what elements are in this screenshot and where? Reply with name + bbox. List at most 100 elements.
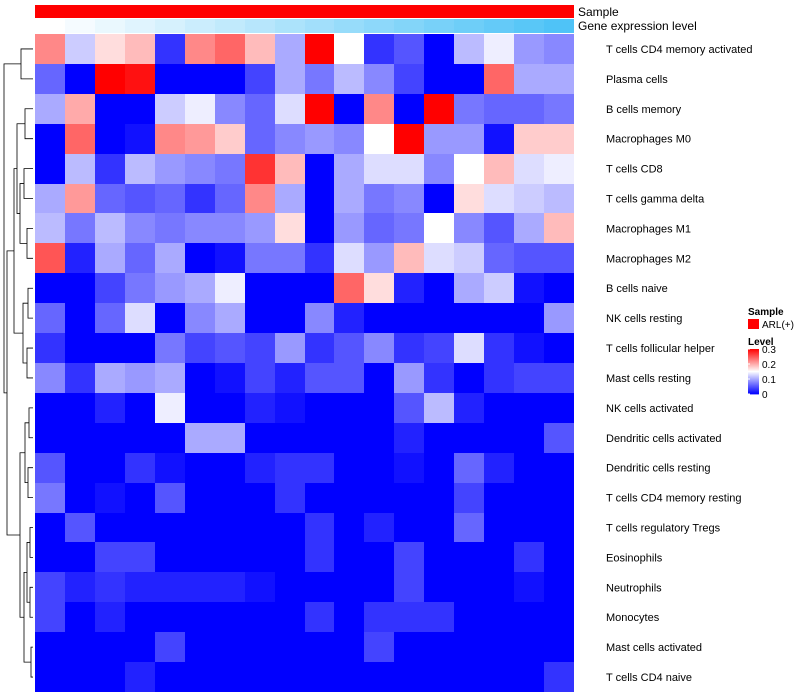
legend-gradient-step — [748, 354, 759, 356]
heatmap-cell — [275, 423, 305, 453]
heatmap-cell — [95, 273, 125, 303]
heatmap-cell — [305, 303, 334, 333]
legend-tick-label: 0.3 — [762, 345, 776, 356]
heatmap-cell — [215, 64, 245, 94]
heatmap-cell — [514, 572, 544, 602]
heatmap-cell — [35, 602, 65, 632]
heatmap-cell — [454, 34, 484, 64]
heatmap-cell — [215, 124, 245, 154]
legend-gradient-step — [748, 380, 759, 382]
heatmap-cell — [215, 94, 245, 124]
heatmap-cell — [95, 34, 125, 64]
heatmap-cell — [364, 303, 394, 333]
heatmap-cell — [245, 602, 275, 632]
heatmap-cell — [35, 184, 65, 213]
row-label: Neutrophils — [606, 582, 662, 594]
heatmap-cell — [544, 423, 574, 453]
heatmap-cell — [424, 453, 454, 483]
heatmap-cell — [305, 542, 334, 572]
dendrogram-branch — [6, 250, 20, 536]
heatmap-cell — [125, 453, 155, 483]
heatmap-cell — [544, 542, 574, 572]
heatmap-cell — [65, 124, 95, 154]
heatmap-cell — [65, 363, 95, 393]
heatmap-cell — [95, 602, 125, 632]
legend-gradient-step — [748, 352, 759, 354]
legend-gradient-step — [748, 387, 759, 389]
heatmap-cell — [35, 303, 65, 333]
row-label: T cells CD4 memory resting — [606, 493, 742, 505]
heatmap-cell — [394, 393, 424, 423]
heatmap-cell — [185, 154, 215, 184]
row-label: NK cells activated — [606, 403, 693, 415]
heatmap-cell — [65, 662, 95, 692]
heatmap-cell — [454, 393, 484, 423]
heatmap-cell — [364, 662, 394, 692]
heatmap-cell — [394, 64, 424, 94]
row-label: Plasma cells — [606, 74, 668, 86]
heatmap-cells — [35, 34, 574, 692]
heatmap-cell — [334, 154, 364, 184]
heatmap-cell — [484, 632, 514, 662]
heatmap-cell — [215, 243, 245, 273]
heatmap-cell — [215, 632, 245, 662]
heatmap-cell — [424, 34, 454, 64]
heatmap-cell — [65, 483, 95, 513]
heatmap-cell — [275, 632, 305, 662]
heatmap-cell — [514, 333, 544, 363]
heatmap-cell — [454, 363, 484, 393]
heatmap-cell — [125, 64, 155, 94]
heatmap-cell — [544, 513, 574, 542]
heatmap-cell — [424, 273, 454, 303]
heatmap-cell — [65, 303, 95, 333]
heatmap-cell — [155, 483, 185, 513]
heatmap-cell — [125, 34, 155, 64]
heatmap-cell — [155, 632, 185, 662]
heatmap-cell — [125, 303, 155, 333]
row-label: Macrophages M1 — [606, 223, 691, 235]
heatmap-cell — [364, 363, 394, 393]
heatmap-cell — [514, 453, 544, 483]
heatmap-cell — [185, 572, 215, 602]
heatmap-cell — [245, 154, 275, 184]
expression-annotation-cell — [394, 19, 424, 33]
heatmap-cell — [454, 213, 484, 243]
legend-sample-title: Sample — [748, 307, 784, 318]
heatmap-cell — [155, 184, 185, 213]
heatmap-cell — [155, 542, 185, 572]
heatmap-cell — [245, 662, 275, 692]
heatmap-cell — [35, 243, 65, 273]
heatmap-cell — [514, 483, 544, 513]
heatmap-cell — [185, 94, 215, 124]
heatmap-cell — [245, 213, 275, 243]
heatmap-cell — [364, 64, 394, 94]
heatmap-cell — [394, 662, 424, 692]
heatmap-cell — [544, 94, 574, 124]
dendrogram-branch — [19, 183, 27, 244]
expression-annotation-cell — [544, 19, 574, 33]
heatmap-cell — [334, 64, 364, 94]
heatmap-cell — [514, 363, 544, 393]
legend-gradient-step — [748, 376, 759, 378]
heatmap-cell — [125, 483, 155, 513]
heatmap-cell — [394, 303, 424, 333]
heatmap-cell — [35, 513, 65, 542]
heatmap-cell — [95, 632, 125, 662]
heatmap-cell — [484, 542, 514, 572]
heatmap-cell — [424, 303, 454, 333]
legend-gradient-step — [748, 379, 759, 381]
legend-gradient-step — [748, 386, 759, 388]
heatmap-cell — [364, 542, 394, 572]
heatmap-cell — [35, 64, 65, 94]
heatmap-cell — [334, 124, 364, 154]
row-label: Mast cells activated — [606, 642, 702, 654]
heatmap-cell — [275, 64, 305, 94]
heatmap-cell — [275, 393, 305, 423]
heatmap-cell — [95, 184, 125, 213]
heatmap-cell — [364, 94, 394, 124]
heatmap-cell — [245, 243, 275, 273]
legend: Sample ARL(+) Level 0.3 0.2 0.1 0 — [748, 307, 794, 401]
heatmap-cell — [305, 602, 334, 632]
heatmap-cell — [215, 363, 245, 393]
heatmap-cell — [305, 34, 334, 64]
